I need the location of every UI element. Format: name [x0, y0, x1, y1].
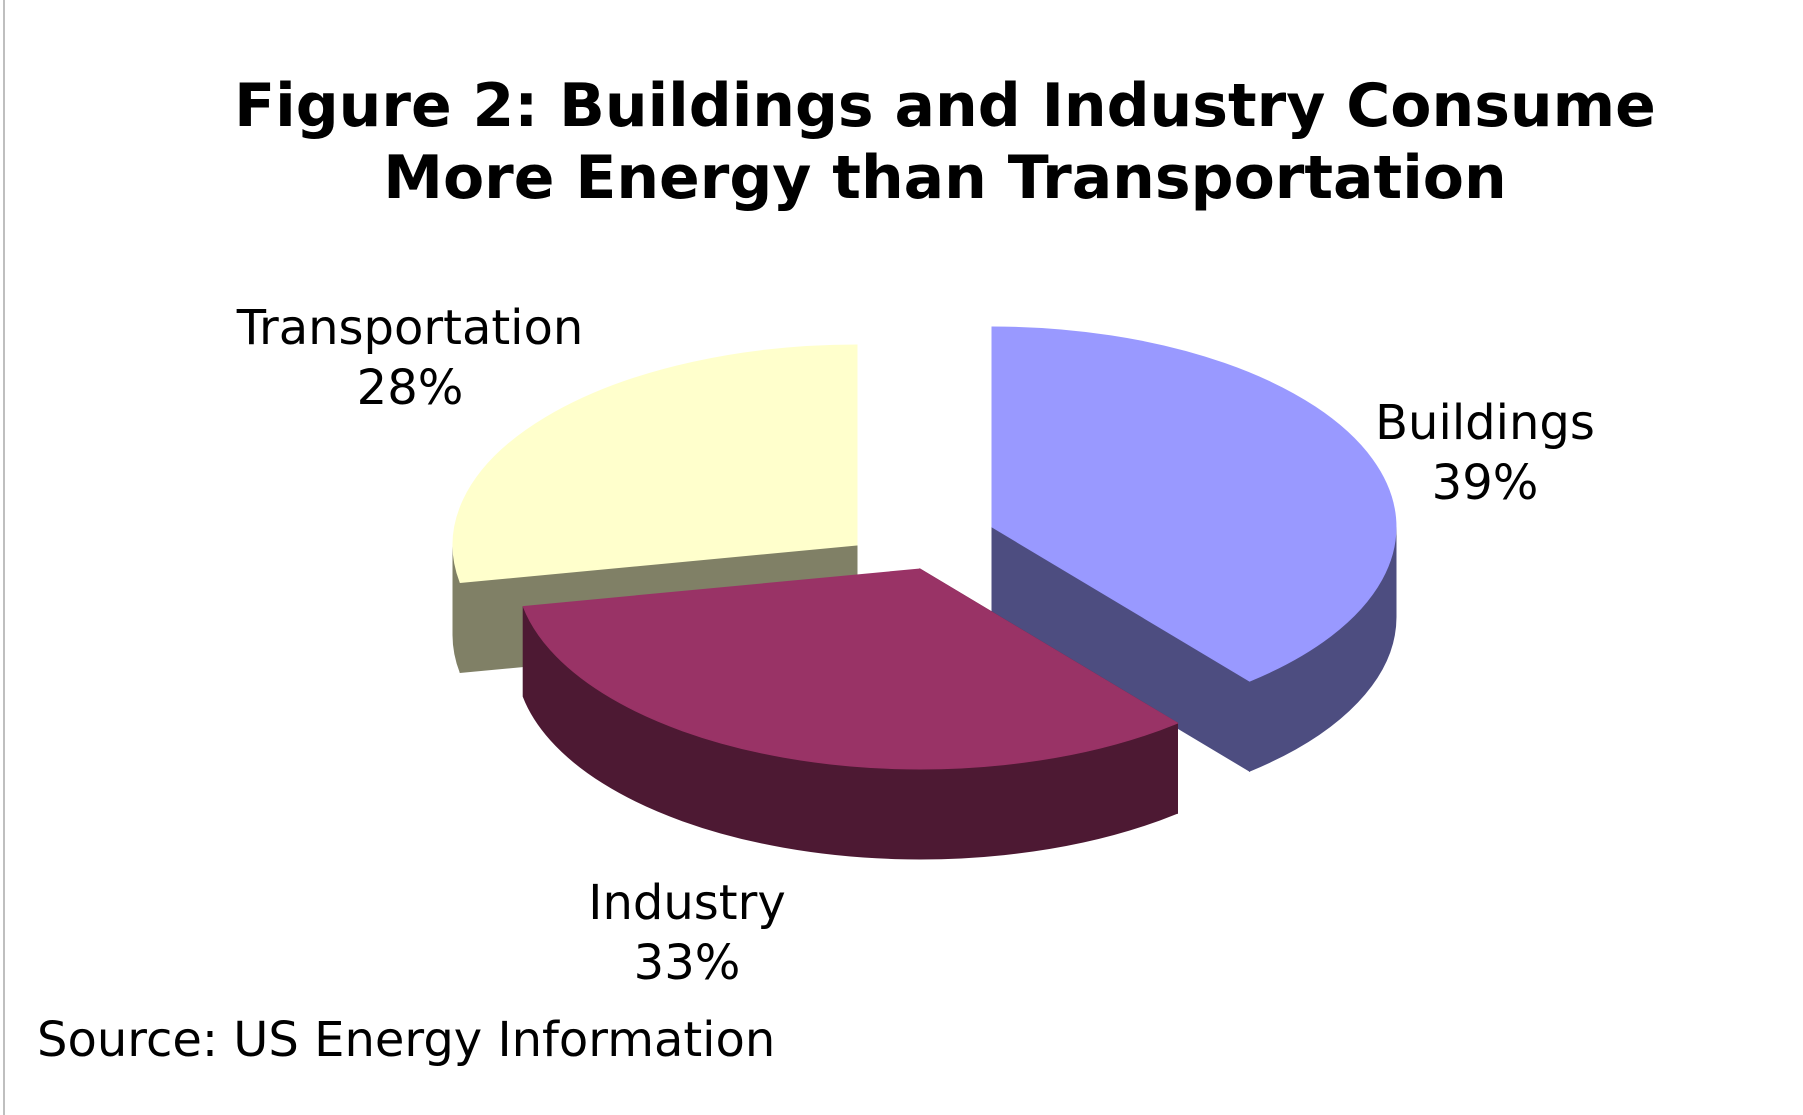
pie-slice-industry	[522, 568, 1179, 770]
slice-category-industry: Industry	[588, 875, 786, 931]
slice-percent-transportation: 28%	[356, 360, 464, 416]
slice-percent-industry: 33%	[633, 935, 741, 991]
slice-percent-buildings: 39%	[1431, 455, 1539, 511]
chart-title-line-1: Figure 2: Buildings and Industry Consume	[234, 71, 1656, 141]
slice-label-transportation: Transportation 28%	[180, 298, 640, 418]
figure-frame-line	[3, 0, 5, 1115]
chart-title-line-2: More Energy than Transportation	[383, 143, 1507, 213]
slice-category-transportation: Transportation	[236, 300, 584, 356]
slice-category-buildings: Buildings	[1375, 395, 1595, 451]
pie-slice-transportation	[452, 344, 858, 584]
slice-label-industry: Industry 33%	[457, 873, 917, 993]
source-note: Source: US Energy Information	[37, 1012, 776, 1068]
slice-label-buildings: Buildings 39%	[1255, 393, 1715, 513]
pie-slice-buildings	[991, 326, 1397, 682]
